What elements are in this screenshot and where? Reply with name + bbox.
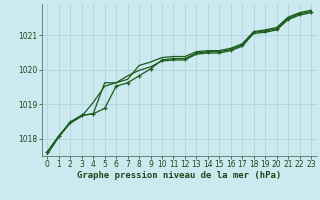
X-axis label: Graphe pression niveau de la mer (hPa): Graphe pression niveau de la mer (hPa) [77, 171, 281, 180]
